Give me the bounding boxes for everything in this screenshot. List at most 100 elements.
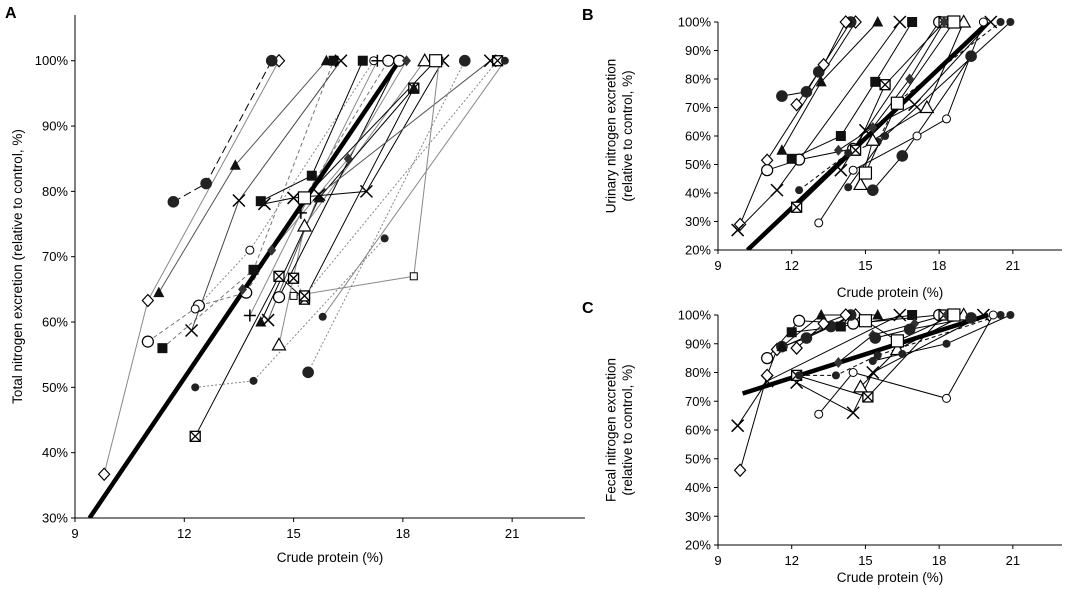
series-line-s3 [147, 60, 389, 343]
square-filled-marker [357, 55, 368, 66]
circle-filled-marker [302, 366, 314, 379]
diamond-filled-marker [939, 16, 949, 28]
circle-filled-small-marker [500, 56, 509, 65]
series-line-s13 [838, 314, 947, 363]
circle-small-marker [245, 245, 255, 255]
circle-filled-small-marker [881, 132, 890, 140]
square-x-marker [273, 270, 285, 282]
y-tick-label: 50% [42, 380, 68, 395]
diamond-marker [733, 463, 747, 478]
square-filled-marker [328, 55, 339, 66]
square-filled-marker [907, 310, 918, 320]
y-tick-label: 100% [35, 53, 69, 68]
x-tick-label: 9 [714, 553, 721, 568]
x-tick-label: 18 [932, 258, 946, 273]
diamond-filled-marker [868, 121, 878, 133]
square-x-marker [298, 290, 311, 302]
diamond-filled-marker [905, 73, 915, 85]
y-tick-label: 30% [685, 509, 711, 524]
square-small-marker [289, 291, 298, 300]
series-line-s22 [304, 60, 436, 199]
circle-filled-marker [896, 150, 909, 162]
diamond-filled-marker [833, 144, 843, 156]
square-filled-marker [786, 153, 797, 164]
plot-area [87, 53, 509, 518]
x-marker [976, 308, 990, 322]
square-x-cross [189, 430, 201, 442]
circle-marker [382, 54, 395, 67]
square-x-cross [273, 270, 285, 282]
triangle-marker [417, 53, 433, 67]
x-tick-label: 12 [177, 526, 191, 541]
square-filled-marker [157, 343, 168, 354]
circle-marker [761, 164, 774, 177]
square-small-marker [409, 272, 418, 281]
x-tick-label: 15 [286, 526, 300, 541]
circle-small-marker [978, 17, 988, 27]
plus-marker [371, 54, 384, 67]
series-line-s11 [872, 55, 972, 191]
x-tick-label: 21 [1006, 553, 1020, 568]
diamond-marker [141, 293, 155, 308]
circle-filled-small-marker [249, 376, 258, 385]
x-marker [770, 183, 784, 197]
regression-line [741, 312, 989, 396]
circle-filled-marker [800, 86, 813, 98]
y-tick-label: 100% [678, 308, 712, 323]
diamond-marker [817, 57, 830, 72]
circle-filled-small-marker [831, 371, 840, 380]
circle-filled-marker [965, 312, 977, 324]
y-tick-label: 80% [42, 184, 68, 199]
panel-a: A 30% 40% 50% 60% 70% 80% 90% 100% 9 12 15 18 21 Crude… [5, 5, 585, 565]
circle-filled-marker [965, 50, 977, 62]
circle-filled-small-marker [996, 18, 1005, 26]
y-tick-label: 80% [685, 72, 711, 87]
diamond-filled-marker [833, 356, 843, 368]
circle-filled-small-marker [844, 183, 853, 192]
circle-filled-small-marker [844, 149, 853, 158]
y-tick-label: 40% [685, 480, 711, 495]
diamond-marker [817, 316, 830, 331]
square-filled-marker [248, 264, 259, 275]
circle-marker [141, 335, 154, 348]
y-axis-title-line1: Urinary nitrogen excretion [603, 59, 618, 214]
square-marker [858, 166, 873, 180]
diamond-filled-marker [402, 55, 411, 67]
x-tick-label: 12 [784, 553, 798, 568]
diamond-marker [97, 467, 111, 482]
y-tick-label: 20% [685, 243, 711, 258]
x-tick-label: 15 [858, 553, 872, 568]
x-marker [334, 54, 348, 68]
square-x-cross [850, 144, 862, 156]
diamond-marker [790, 341, 803, 355]
circle-small-marker [848, 368, 858, 377]
x-tick-label: 9 [714, 258, 721, 273]
x-axis-title: Crude protein (%) [837, 570, 944, 585]
plus-marker [294, 206, 307, 219]
triangle-marker [852, 176, 869, 191]
circle-filled-marker [869, 332, 882, 344]
circle-filled-small-marker [795, 371, 804, 380]
panel-c: C 20% 30% 40% 50% 60% 70% 80% 90% 100% 9 12 15 18 21 Cr… [582, 300, 1062, 585]
x-marker [287, 191, 301, 205]
x-marker [312, 188, 326, 202]
circle-small-marker [942, 114, 952, 124]
square-filled-marker [306, 170, 317, 181]
diamond-marker [760, 368, 774, 383]
plot-area [731, 14, 1015, 250]
square-x-marker [879, 79, 891, 91]
x-tick-label: 21 [505, 526, 519, 541]
triangle-filled-marker [229, 159, 241, 170]
plot-area [731, 307, 1015, 478]
series-line-s19 [322, 60, 506, 318]
y-tick-label: 60% [685, 423, 711, 438]
circle-small-marker [942, 393, 952, 403]
series-line-s5 [173, 60, 273, 203]
triangle-filled-marker [872, 16, 884, 27]
series-line-s5 [781, 21, 879, 151]
square-x-marker [790, 201, 803, 213]
diamond-filled-marker [343, 153, 353, 165]
y-axis-title-line1: Fecal nitrogen excretion [603, 358, 618, 502]
triangle-marker [271, 337, 287, 351]
